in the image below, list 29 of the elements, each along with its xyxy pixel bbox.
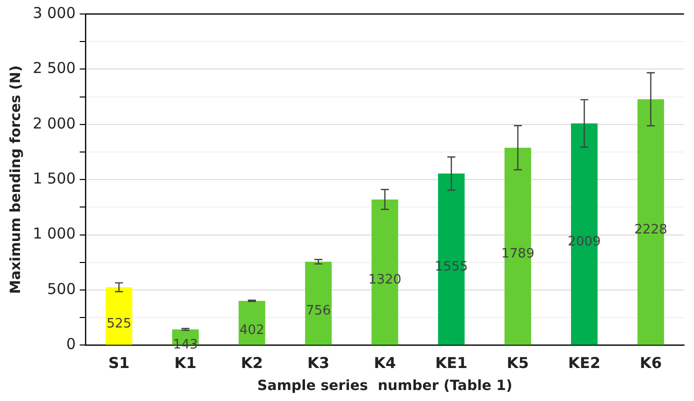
bar [637, 99, 664, 345]
x-tick-label: K6 [640, 354, 662, 372]
y-tick-label: 3 000 [32, 4, 76, 22]
y-tick-label: 2 000 [32, 114, 76, 132]
data-label: 525 [106, 316, 132, 332]
data-label: 756 [306, 304, 331, 319]
bar [372, 199, 398, 345]
y-tick-label: 0 [66, 335, 76, 354]
y-tick-label: 1 000 [32, 224, 76, 243]
x-tick-label: K1 [174, 354, 196, 372]
y-tick-label: 2 500 [32, 59, 76, 78]
data-label: 143 [173, 337, 198, 352]
bar [106, 287, 132, 345]
y-tick-label: 1 500 [32, 169, 76, 188]
y-axis-title: Maximum bending forces (N) [8, 65, 24, 294]
y-tick-label: 500 [47, 280, 76, 298]
x-tick-label: S1 [108, 354, 130, 372]
x-tick-label: KE1 [435, 354, 468, 372]
bar [438, 174, 465, 345]
x-tick-label: K2 [240, 354, 263, 372]
bar [570, 123, 598, 345]
data-label: 402 [240, 323, 264, 338]
x-tick-label: KE2 [568, 354, 600, 372]
x-tick-label: K4 [374, 354, 396, 372]
bar [504, 148, 532, 345]
x-tick-label: K3 [307, 354, 330, 372]
bar [305, 262, 332, 345]
x-tick-label: K5 [506, 354, 529, 372]
x-axis-title: Sample series number (Table 1) [257, 378, 512, 394]
